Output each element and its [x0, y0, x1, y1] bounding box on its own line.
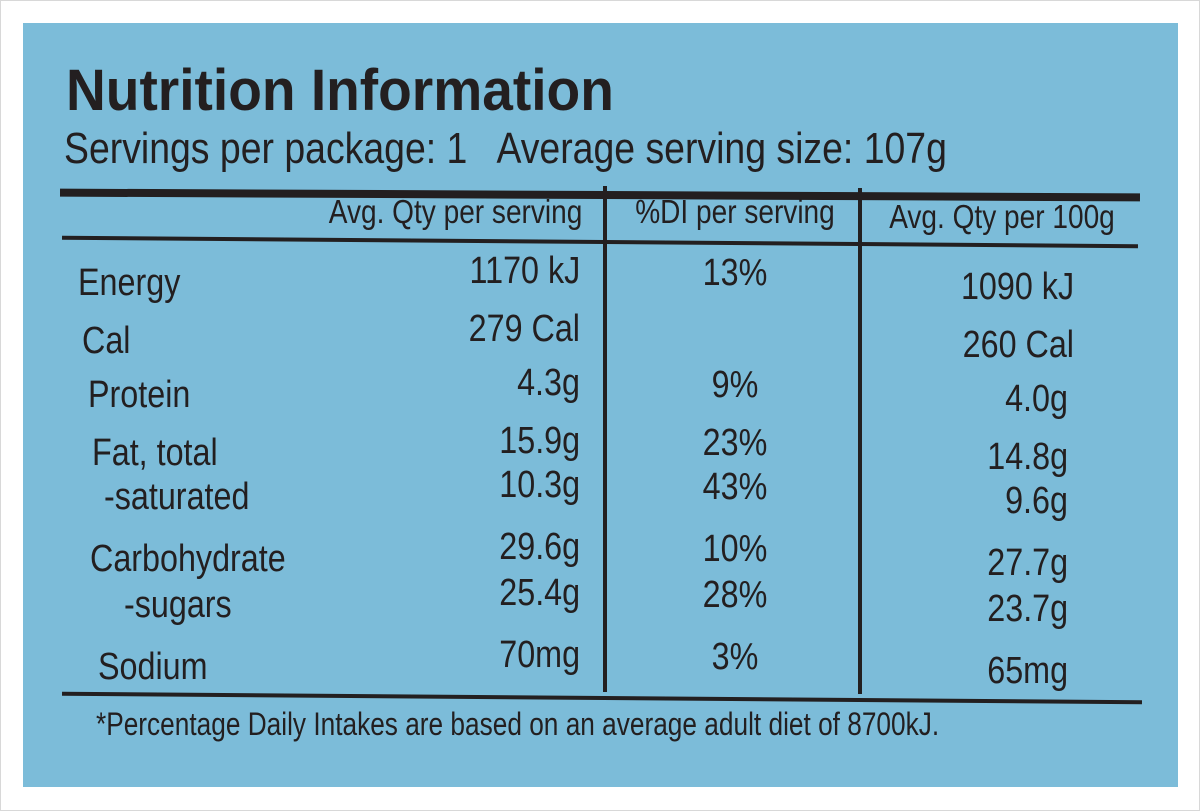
header-di: %DI per serving — [635, 193, 835, 230]
di-value: 10% — [702, 528, 768, 570]
column-divider — [858, 188, 862, 694]
di-value: 23% — [702, 422, 768, 464]
per-100g-value: 14.8g — [987, 436, 1068, 478]
per-serving-value: 25.4g — [499, 572, 580, 614]
di-value: 28% — [702, 574, 768, 616]
per-serving-value: 29.6g — [499, 526, 580, 568]
per-100g-value: 1090 kJ — [960, 266, 1074, 308]
nutrient-label: Cal — [82, 320, 131, 362]
per-serving-value: 1170 kJ — [469, 250, 580, 292]
servings-info: Servings per package: 1 Average serving … — [64, 124, 947, 173]
nutrient-label: Fat, total — [92, 432, 218, 474]
nutrient-label: -sugars — [124, 584, 232, 626]
per-100g-value: 9.6g — [1005, 480, 1068, 522]
column-divider — [603, 186, 607, 692]
di-value: 43% — [702, 466, 768, 508]
per-serving-value: 10.3g — [499, 464, 580, 506]
per-serving-value: 15.9g — [499, 420, 580, 462]
di-value: 3% — [711, 636, 759, 678]
per-serving-value: 4.3g — [517, 362, 580, 404]
di-value: 13% — [702, 252, 768, 294]
nutrient-label: Energy — [78, 262, 181, 304]
nutrient-label: -saturated — [104, 476, 250, 518]
nutrient-label: Protein — [88, 374, 191, 416]
nutrient-label: Carbohydrate — [90, 538, 286, 580]
per-serving-value: 70mg — [499, 634, 580, 676]
per-100g-value: 260 Cal — [962, 324, 1074, 366]
di-value: 9% — [711, 364, 759, 406]
header-per-serving: Avg. Qty per serving — [328, 193, 582, 230]
nutrition-panel — [23, 23, 1178, 787]
footnote: *Percentage Daily Intakes are based on a… — [96, 706, 940, 742]
per-serving-value: 279 Cal — [468, 308, 580, 350]
per-100g-value: 23.7g — [987, 588, 1068, 630]
header-per-100g: Avg. Qty per 100g — [889, 198, 1115, 235]
per-100g-value: 27.7g — [987, 542, 1068, 584]
per-100g-value: 65mg — [987, 650, 1068, 692]
panel-title: Nutrition Information — [66, 58, 614, 123]
nutrient-label: Sodium — [98, 646, 208, 688]
per-100g-value: 4.0g — [1005, 378, 1068, 420]
